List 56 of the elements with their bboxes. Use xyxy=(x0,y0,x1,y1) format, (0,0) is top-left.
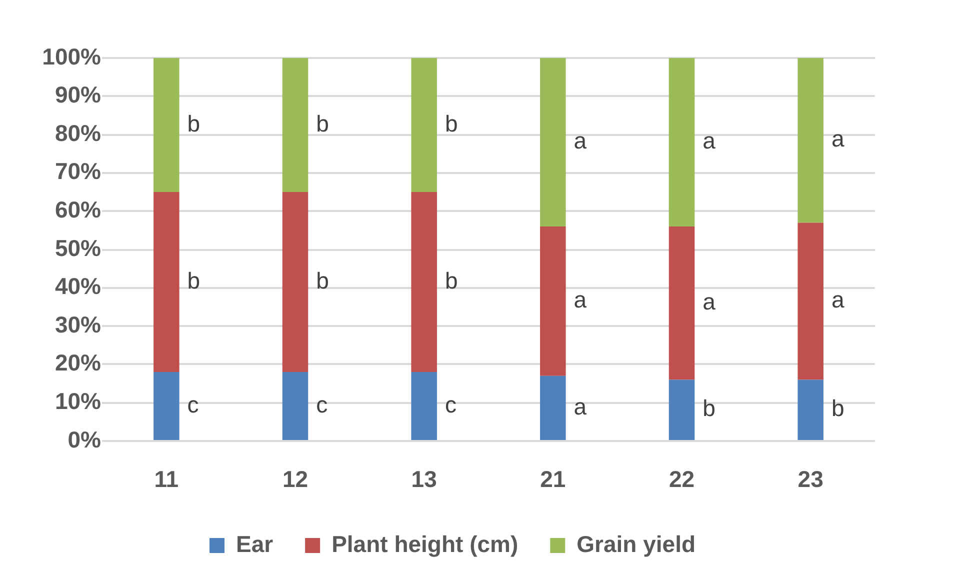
data-label: a xyxy=(831,286,844,313)
bar xyxy=(540,226,566,376)
y-tick-label: 0% xyxy=(68,426,101,452)
y-tick-label: 30% xyxy=(54,311,101,338)
data-label: a xyxy=(574,128,587,154)
bar xyxy=(282,192,308,372)
bar xyxy=(798,58,824,223)
x-tick-label: 13 xyxy=(411,466,437,492)
bar xyxy=(282,58,308,192)
y-tick-label: 10% xyxy=(54,388,101,414)
data-label: a xyxy=(574,393,587,420)
bar xyxy=(154,192,180,372)
bar xyxy=(282,372,308,440)
bar xyxy=(540,58,566,227)
bar xyxy=(798,222,824,380)
y-tick-label: 90% xyxy=(54,82,101,108)
bar xyxy=(154,372,180,440)
bar xyxy=(411,58,437,192)
x-tick-label: 12 xyxy=(282,466,308,492)
bar xyxy=(411,372,437,440)
data-label: b xyxy=(831,395,844,422)
data-label: a xyxy=(831,126,844,152)
x-tick-label: 21 xyxy=(540,466,566,492)
x-tick-label: 11 xyxy=(154,466,179,492)
bar xyxy=(668,58,695,227)
data-label: c xyxy=(444,391,456,418)
data-label: b xyxy=(316,267,329,294)
y-tick-label: 80% xyxy=(54,120,101,146)
bar xyxy=(540,376,566,440)
data-label: c xyxy=(187,391,199,418)
legend-label: Grain yield xyxy=(576,530,696,557)
data-label: b xyxy=(187,110,200,136)
data-label: b xyxy=(444,267,458,294)
y-tick-label: 100% xyxy=(42,43,101,70)
legend-label: Ear xyxy=(236,530,274,557)
y-tick-label: 20% xyxy=(54,350,101,376)
bar xyxy=(411,192,437,372)
data-label: b xyxy=(187,267,200,294)
data-label: b xyxy=(702,395,716,422)
x-tick-label: 23 xyxy=(798,466,824,492)
data-label: b xyxy=(316,110,329,136)
y-tick-label: 40% xyxy=(54,273,101,300)
legend-label: Plant height (cm) xyxy=(332,530,518,557)
bar xyxy=(668,380,695,440)
data-label: b xyxy=(444,110,458,136)
data-label: a xyxy=(702,288,716,314)
data-label: a xyxy=(702,128,716,154)
bar xyxy=(798,380,824,440)
data-label: c xyxy=(316,391,328,418)
y-tick-label: 70% xyxy=(54,158,101,184)
data-label: a xyxy=(574,286,587,313)
bar xyxy=(668,226,695,380)
y-tick-label: 60% xyxy=(54,196,101,223)
y-tick-label: 50% xyxy=(54,234,101,261)
bar xyxy=(154,58,180,192)
x-tick-label: 22 xyxy=(668,466,695,492)
